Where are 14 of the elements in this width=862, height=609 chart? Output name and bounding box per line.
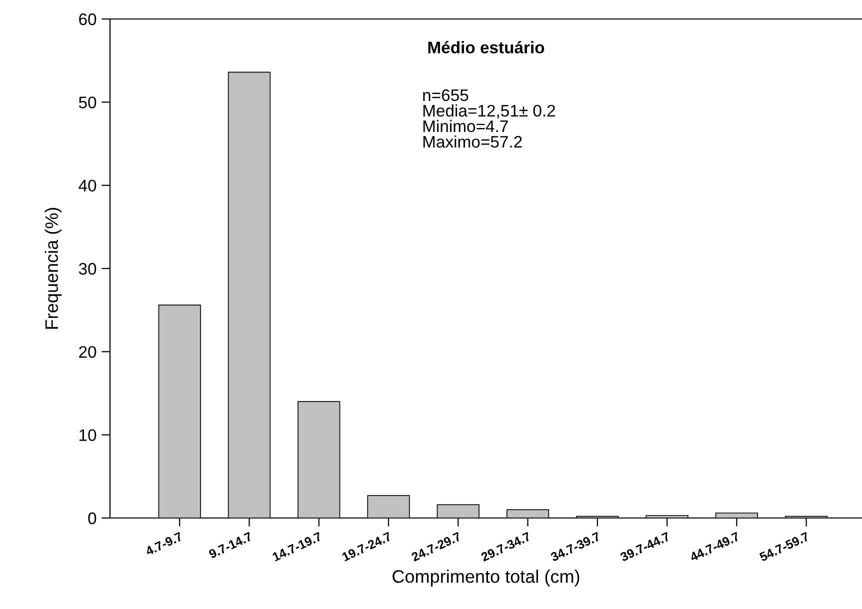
y-tick-label: 40 — [78, 180, 96, 192]
text: Médio estuário — [428, 41, 544, 54]
x-axis-title: Comprimento total (cm) — [392, 570, 580, 586]
y-tick-label: 60 — [79, 13, 96, 26]
annotation: Media=12,51± 0.2 — [423, 104, 556, 119]
y-tick-label: 0 — [88, 512, 96, 524]
y-tick-label: 10 — [80, 429, 96, 442]
annotation: Minimo=4.7 — [423, 120, 508, 132]
annotation: n=655 — [423, 89, 468, 102]
y-tick-label: 20 — [79, 346, 96, 358]
y-axis-title: Frequencia (%) — [44, 208, 62, 329]
annotation: Maximo=57.2 — [423, 135, 522, 148]
y-tick-label: 50 — [78, 96, 96, 108]
y-tick-label: 30 — [78, 262, 96, 275]
